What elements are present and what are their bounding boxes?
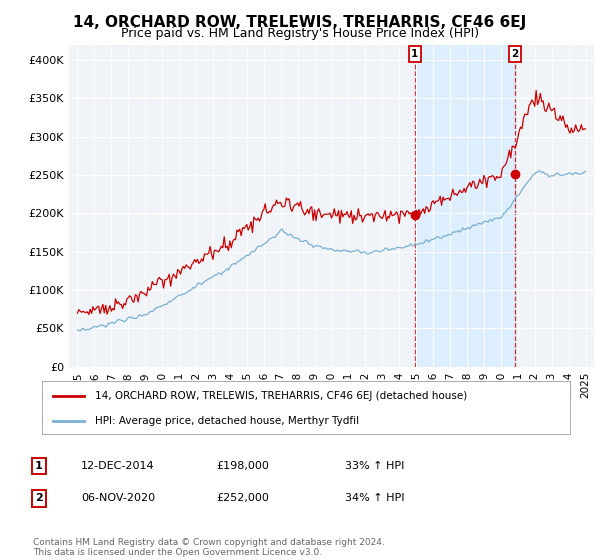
Text: 33% ↑ HPI: 33% ↑ HPI [345, 461, 404, 471]
Text: 06-NOV-2020: 06-NOV-2020 [81, 493, 155, 503]
Text: 2: 2 [35, 493, 43, 503]
Text: 34% ↑ HPI: 34% ↑ HPI [345, 493, 404, 503]
Text: 12-DEC-2014: 12-DEC-2014 [81, 461, 155, 471]
Text: 14, ORCHARD ROW, TRELEWIS, TREHARRIS, CF46 6EJ (detached house): 14, ORCHARD ROW, TRELEWIS, TREHARRIS, CF… [95, 391, 467, 401]
Text: Price paid vs. HM Land Registry's House Price Index (HPI): Price paid vs. HM Land Registry's House … [121, 27, 479, 40]
Text: Contains HM Land Registry data © Crown copyright and database right 2024.
This d: Contains HM Land Registry data © Crown c… [33, 538, 385, 557]
Text: 14, ORCHARD ROW, TRELEWIS, TREHARRIS, CF46 6EJ: 14, ORCHARD ROW, TRELEWIS, TREHARRIS, CF… [73, 15, 527, 30]
Text: 1: 1 [35, 461, 43, 471]
Bar [415, 45, 515, 367]
Text: £252,000: £252,000 [216, 493, 269, 503]
Text: £198,000: £198,000 [216, 461, 269, 471]
Text: 1: 1 [411, 49, 418, 59]
Text: HPI: Average price, detached house, Merthyr Tydfil: HPI: Average price, detached house, Mert… [95, 416, 359, 426]
Text: 2: 2 [511, 49, 519, 59]
